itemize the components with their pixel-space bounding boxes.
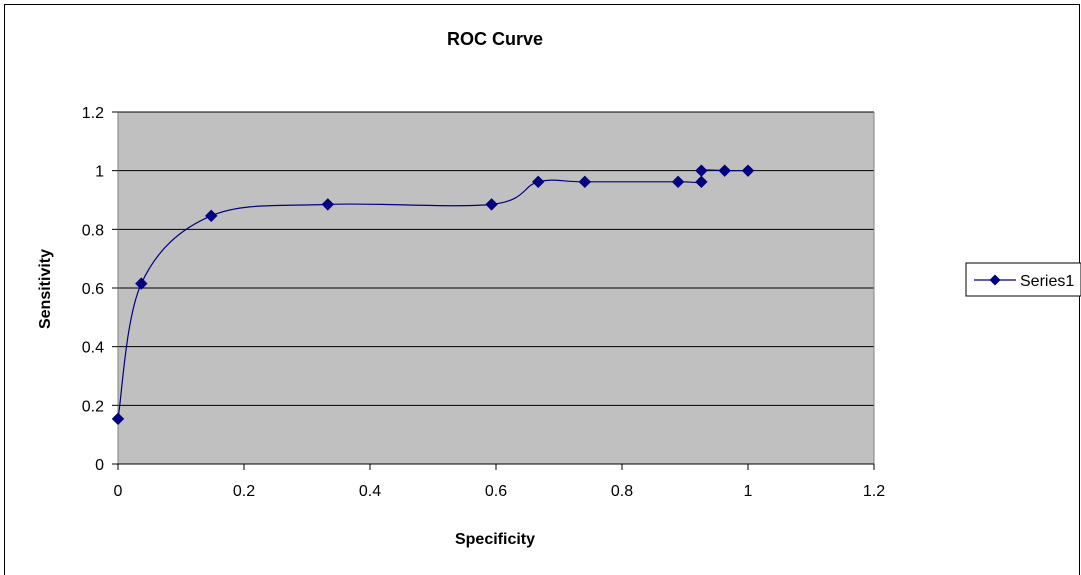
series-markers (111, 164, 755, 426)
y-axis-ticks: 0 0.2 0.4 0.6 0.8 1 1.2 (82, 105, 118, 474)
data-point-6 (578, 175, 592, 189)
data-point-3 (321, 198, 334, 211)
legend: Series1 (965, 262, 1081, 297)
y-tick-label-0: 0 (95, 457, 104, 474)
data-point-1 (135, 277, 148, 290)
y-tick-label-4: 0.8 (82, 222, 104, 239)
y-tick-label-3: 0.6 (82, 281, 104, 298)
data-point-5 (532, 175, 545, 189)
data-point-4 (485, 198, 498, 211)
x-axis-title: Specificity (455, 531, 535, 548)
x-tick-label-2: 0.4 (359, 483, 381, 500)
data-point-2 (205, 209, 218, 223)
data-point-0 (111, 412, 125, 426)
legend-marker-icon (989, 274, 1001, 286)
y-tick-label-6: 1.2 (82, 105, 104, 122)
x-tick-label-1: 0.2 (233, 483, 255, 500)
x-tick-label-3: 0.6 (485, 483, 507, 500)
y-tick-label-2: 0.4 (82, 340, 104, 357)
x-tick-label-0: 0 (114, 483, 123, 500)
chart-title: ROC Curve (447, 29, 543, 49)
x-tick-label-5: 1 (744, 483, 753, 500)
data-point-9 (695, 164, 708, 177)
data-point-10 (718, 164, 731, 177)
y-tick-label-5: 1 (95, 164, 104, 181)
y-axis-title: Sensitivity (37, 249, 54, 329)
data-point-8 (695, 175, 708, 189)
x-tick-label-4: 0.8 (611, 483, 633, 500)
data-point-7 (671, 175, 685, 189)
x-axis-ticks: 0 0.2 0.4 0.6 0.8 1 1.2 (114, 464, 885, 500)
x-tick-label-6: 1.2 (863, 483, 885, 500)
data-point-11 (741, 164, 755, 177)
legend-label: Series1 (1020, 273, 1074, 290)
y-tick-label-1: 0.2 (82, 398, 104, 415)
